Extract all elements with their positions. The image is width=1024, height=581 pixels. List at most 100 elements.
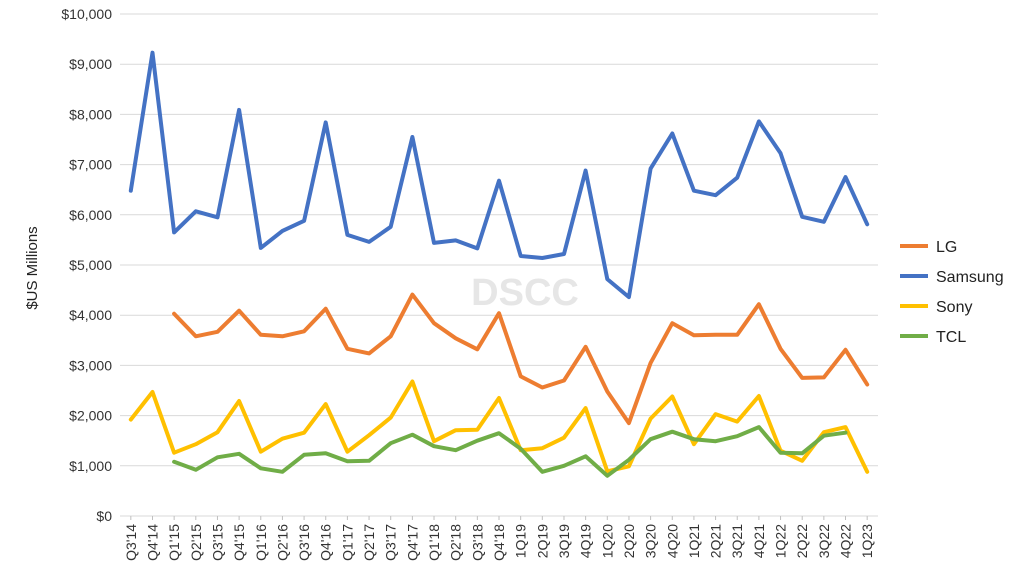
series-line-tcl bbox=[172, 425, 848, 478]
data-point-sony bbox=[129, 418, 133, 422]
data-point-sony bbox=[410, 379, 414, 383]
data-point-sony bbox=[757, 394, 761, 398]
data-point-tcl bbox=[259, 466, 263, 470]
data-point-samsung bbox=[540, 256, 544, 260]
gridlines bbox=[120, 13, 878, 517]
data-point-tcl bbox=[540, 470, 544, 474]
data-point-sony bbox=[150, 390, 154, 394]
x-tick-label: Q2'17 bbox=[361, 524, 377, 561]
legend-label-lg: LG bbox=[936, 239, 957, 256]
data-point-lg bbox=[584, 345, 588, 349]
data-point-samsung bbox=[389, 225, 393, 229]
data-point-tcl bbox=[714, 439, 718, 443]
data-point-lg bbox=[779, 347, 783, 351]
series-line-samsung bbox=[128, 50, 870, 300]
data-point-sony bbox=[259, 450, 263, 454]
y-tick-label: $8,000 bbox=[69, 106, 112, 122]
data-point-sony bbox=[345, 450, 349, 454]
data-point-tcl bbox=[497, 431, 501, 435]
data-point-tcl bbox=[237, 452, 241, 456]
data-point-lg bbox=[670, 321, 674, 325]
x-tick-label: Q4'16 bbox=[318, 524, 334, 561]
x-tick-label: Q1'17 bbox=[339, 524, 355, 561]
data-point-samsung bbox=[584, 169, 588, 173]
y-tick-label: $4,000 bbox=[69, 307, 112, 323]
x-tick-label: 3Q20 bbox=[643, 524, 659, 558]
x-tick-label: Q2'18 bbox=[448, 524, 464, 561]
data-point-sony bbox=[432, 439, 436, 443]
data-point-tcl bbox=[844, 431, 848, 435]
data-point-sony bbox=[454, 428, 458, 432]
legend: LG Samsung Sony TCL bbox=[900, 239, 1004, 346]
data-point-sony bbox=[865, 470, 869, 474]
data-point-samsung bbox=[172, 230, 176, 234]
data-point-tcl bbox=[605, 474, 609, 478]
data-point-tcl bbox=[454, 448, 458, 452]
data-point-tcl bbox=[345, 459, 349, 463]
data-point-sony bbox=[627, 464, 631, 468]
data-point-lg bbox=[692, 333, 696, 337]
data-point-lg bbox=[865, 382, 869, 386]
data-point-tcl bbox=[584, 454, 588, 458]
data-point-lg bbox=[475, 347, 479, 351]
x-tick-label: 4Q21 bbox=[751, 524, 767, 558]
data-point-samsung bbox=[367, 240, 371, 244]
data-point-sony bbox=[215, 430, 219, 434]
data-point-tcl bbox=[692, 437, 696, 441]
x-tick-label: Q4'17 bbox=[404, 524, 420, 561]
data-point-lg bbox=[627, 421, 631, 425]
data-point-lg bbox=[237, 309, 241, 313]
x-tick-label: 2Q21 bbox=[708, 524, 724, 558]
x-tick-label: Q3'16 bbox=[296, 524, 312, 561]
x-tick-label: 4Q22 bbox=[838, 524, 854, 558]
data-point-tcl bbox=[519, 447, 523, 451]
x-tick-label: Q4'15 bbox=[231, 524, 247, 561]
x-tick-label: Q1'15 bbox=[166, 524, 182, 561]
data-point-lg bbox=[259, 333, 263, 337]
data-point-lg bbox=[410, 293, 414, 297]
data-point-tcl bbox=[194, 468, 198, 472]
data-point-samsung bbox=[475, 246, 479, 250]
x-tick-label: 4Q19 bbox=[578, 524, 594, 558]
watermark: DSCC bbox=[471, 272, 579, 314]
data-point-samsung bbox=[324, 120, 328, 124]
data-point-samsung bbox=[280, 229, 284, 233]
data-point-sony bbox=[735, 420, 739, 424]
data-point-tcl bbox=[670, 430, 674, 434]
data-point-sony bbox=[237, 399, 241, 403]
data-point-sony bbox=[800, 459, 804, 463]
data-point-sony bbox=[172, 451, 176, 455]
data-point-lg bbox=[389, 334, 393, 338]
legend-label-tcl: TCL bbox=[936, 329, 966, 346]
data-point-samsung bbox=[497, 179, 501, 183]
x-tick-label: Q3'18 bbox=[469, 524, 485, 561]
data-point-lg bbox=[454, 336, 458, 340]
y-tick-label: $2,000 bbox=[69, 408, 112, 424]
data-point-tcl bbox=[562, 464, 566, 468]
y-tick-label: $3,000 bbox=[69, 357, 112, 373]
x-tick-label: 2Q19 bbox=[534, 524, 550, 558]
data-point-samsung bbox=[519, 254, 523, 258]
data-point-tcl bbox=[367, 459, 371, 463]
y-tick-label: $5,000 bbox=[69, 257, 112, 273]
data-point-samsung bbox=[259, 246, 263, 250]
data-point-samsung bbox=[757, 119, 761, 123]
data-point-lg bbox=[735, 333, 739, 337]
data-point-tcl bbox=[215, 455, 219, 459]
data-point-samsung bbox=[237, 108, 241, 112]
data-point-tcl bbox=[324, 451, 328, 455]
data-point-tcl bbox=[779, 451, 783, 455]
y-tick-label: $6,000 bbox=[69, 207, 112, 223]
data-point-sony bbox=[670, 395, 674, 399]
data-point-samsung bbox=[194, 209, 198, 213]
data-point-sony bbox=[302, 431, 306, 435]
data-point-samsung bbox=[844, 175, 848, 179]
data-point-lg bbox=[562, 378, 566, 382]
data-point-samsung bbox=[627, 295, 631, 299]
data-point-tcl bbox=[649, 437, 653, 441]
x-tick-label: 3Q21 bbox=[729, 524, 745, 558]
data-point-lg bbox=[172, 312, 176, 316]
x-tick-label: Q3'14 bbox=[123, 524, 139, 561]
data-point-lg bbox=[540, 385, 544, 389]
